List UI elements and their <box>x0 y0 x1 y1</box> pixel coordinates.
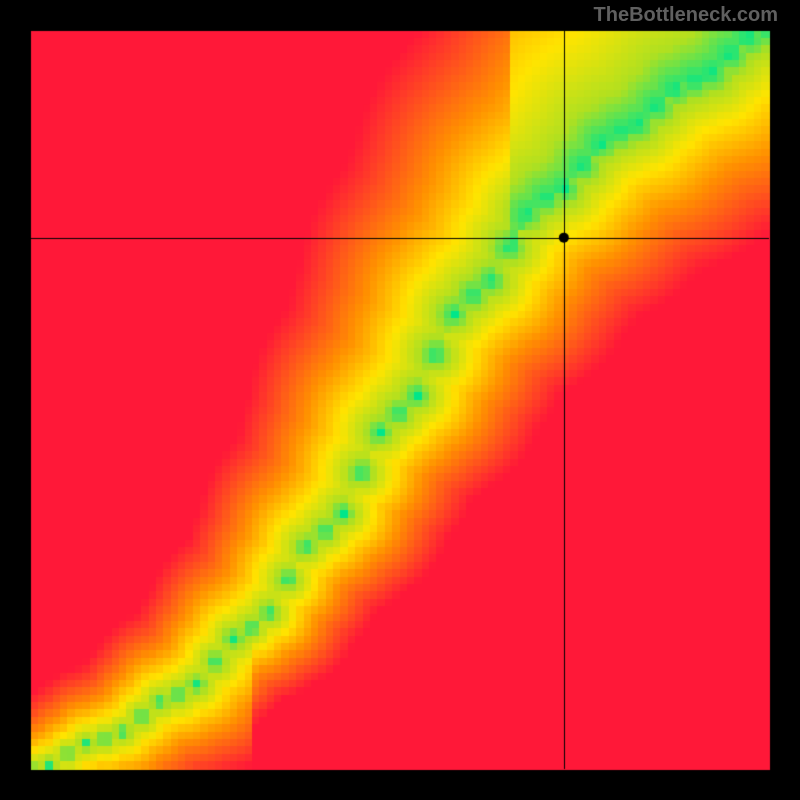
bottleneck-heatmap <box>0 0 800 800</box>
watermark-text: TheBottleneck.com <box>594 4 778 27</box>
